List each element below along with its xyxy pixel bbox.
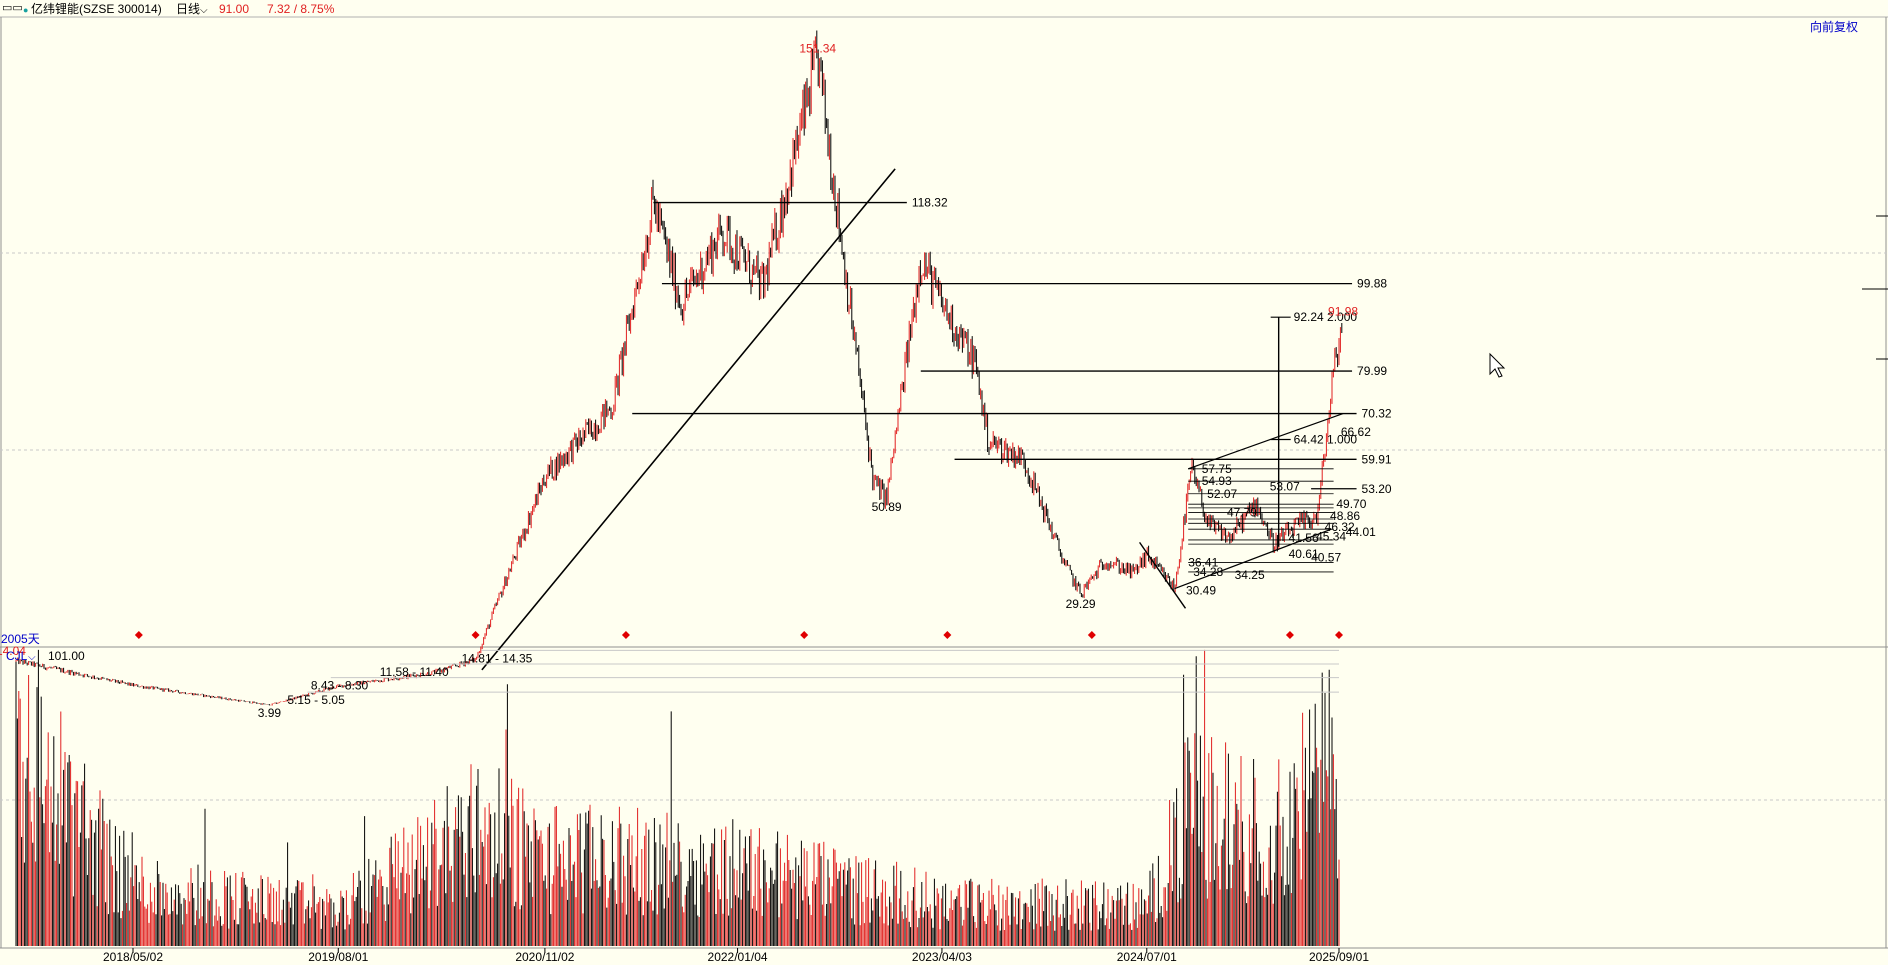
price-candles [15,30,1343,706]
range-label-0: 14.81 - 14.35 [462,651,533,665]
range-label-3: 5.15 - 5.05 [287,693,345,707]
cluster-label-10: 41.56 [1289,531,1319,545]
mouse-cursor-icon [1489,352,1506,378]
level-label-1: 99.88 [1357,277,1387,291]
cluster-label-12: 40.57 [1311,550,1341,564]
cluster-label-3: 53.07 [1270,479,1300,493]
chevron-down-icon[interactable]: ⌵ [28,652,36,663]
cluster-label-4: 49.70 [1336,497,1366,511]
channel-top-line [1187,412,1344,470]
cluster-label-5: 48.86 [1330,509,1360,523]
event-marker-0 [134,631,143,639]
cluster-label-1: 54.93 [1202,474,1232,488]
cluster-label-11: 40.61 [1289,547,1319,561]
cluster-label-6: 47.79 [1227,506,1257,520]
cluster-label-16: 30.49 [1186,584,1216,598]
volume-indicator-selector[interactable]: CJL [6,649,28,663]
event-marker-3 [800,631,809,639]
trend-support-line [481,168,896,671]
cluster-label-17: 66.62 [1341,425,1371,439]
fib-mid-label: 64.42 1.000 [1294,432,1358,446]
range-label-2: 8.43 - 8.30 [311,679,369,693]
drawing-labels: 118.32 99.88 79.99 70.32 59.91 53.20 92.24 2.0… [0,41,1392,720]
x-tick-label-5: 2024/07/01 [1117,950,1177,964]
event-marker-6 [1285,631,1294,639]
cluster-label-15: 34.25 [1235,568,1265,582]
level-label-3: 70.32 [1362,407,1392,421]
extreme-label-4: 29.29 [1066,597,1096,611]
x-tick-label-4: 2023/04/03 [912,950,972,964]
level-label-0: 118.32 [912,196,948,210]
event-marker-2 [621,631,630,639]
chart-header: ▭▭ ● 亿纬锂能(SZSE 300014) 日线⌵ 91.00 7.32 / … [0,0,1888,17]
day-count-label: 2005天 [1,632,40,646]
cluster-label-2: 52.07 [1207,487,1237,501]
volume-value: 101.00 [48,649,85,663]
volume-bars [15,649,1340,946]
level-label-2: 79.99 [1357,364,1387,378]
event-marker-1 [471,631,480,639]
range-label-1: 11.58 - 11.40 [380,665,449,679]
x-tick-label-2: 2020/11/02 [515,950,574,964]
event-marker-7 [1335,631,1343,639]
last-price: 91.00 [219,2,250,16]
channel-bottom-line [1174,528,1332,590]
cluster-label-0: 57.75 [1202,462,1232,476]
status-dot-icon: ● [23,5,29,15]
x-tick-label-1: 2019/08/01 [308,950,368,964]
price-change: 7.32 / 8.75% [267,2,335,16]
window-toggle-icon[interactable]: ▭▭ [2,2,23,14]
cluster-label-7: 46.32 [1325,520,1355,534]
level-label-4: 59.91 [1362,452,1392,466]
extreme-label-5: 50.89 [872,500,902,514]
extreme-label-0: 151.34 [799,41,836,55]
event-marker-4 [943,631,952,639]
restore-mode-button[interactable]: 向前复权 [1809,20,1858,34]
extreme-label-1: 14.04 [0,644,26,658]
period-selector[interactable]: 日线⌵ [176,1,208,19]
x-tick-label-3: 2022/01/04 [708,950,768,964]
chart-frame [0,16,1888,949]
chevron-down-icon: ⌵ [200,5,208,16]
fall-line [1139,542,1187,609]
x-axis-ticks: 2018/05/02 2019/08/01 2020/11/02 2022/01/04… [103,948,1369,964]
cluster-label-13: 36.41 [1188,556,1218,570]
extreme-label-2: 91.98 [1328,304,1358,318]
cluster-label-9: 44.01 [1346,525,1376,539]
period-label: 日线 [176,2,201,16]
event-marker-5 [1087,631,1096,639]
event-markers [134,631,1343,639]
drawing-lines [307,168,1357,693]
fib-top-label: 92.24 2.000 [1294,310,1358,324]
x-tick-label-0: 2018/05/02 [103,950,163,964]
cluster-label-14: 34.28 [1193,565,1223,579]
extreme-label-3: 3.99 [258,706,282,720]
x-tick-label-6: 2025/09/01 [1309,950,1369,964]
cluster-label-8: 45.34 [1316,529,1346,543]
level-label-5: 53.20 [1362,482,1392,496]
stock-name: 亿纬锂能(SZSE 300014) [31,2,162,16]
